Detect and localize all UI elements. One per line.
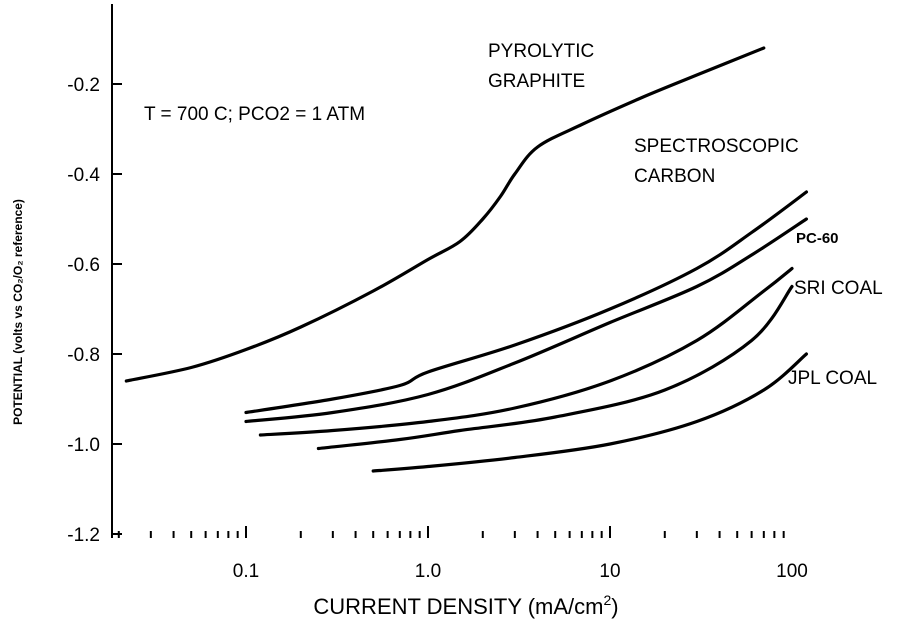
x-tick-label: 100: [776, 561, 808, 582]
conditions-annotation: T = 700 C; PCO2 = 1 ATM: [144, 104, 365, 125]
x-ticks: 0.1 1.0 10 100: [117, 526, 808, 582]
x-tick-label: 10: [599, 561, 620, 582]
curves: [124, 46, 808, 473]
series-line-pc-60: [244, 217, 808, 424]
x-axis-title: CURRENT DENSITY (mA/cm2): [313, 592, 618, 619]
y-tick-label: -1.2: [67, 525, 100, 546]
series-label-spectroscopic-carbon: CARBON: [634, 166, 715, 187]
series-line-jpl-coal: [371, 352, 808, 473]
y-tick-label: -1.0: [67, 435, 100, 456]
y-tick-label: -0.2: [67, 75, 100, 96]
series-line-pyrolytic-graphite: [124, 46, 766, 383]
series-label-pyrolytic-graphite: GRAPHITE: [488, 71, 585, 92]
series-line-sri-coal: [258, 266, 794, 437]
x-tick-label: 1.0: [415, 561, 441, 582]
axes: -0.2 -0.4 -0.6 -0.8 -1.0 -1.2 0.1 1.0 10 100: [67, 4, 808, 582]
y-tick-label: -0.6: [67, 255, 100, 276]
series-label-sri-coal: SRI COAL: [794, 278, 883, 299]
series-label-jpl-coal: JPL COAL: [788, 368, 877, 389]
series-line-unlabeled-5: [316, 284, 794, 451]
series-labels: PYROLYTIC GRAPHITE SPECTROSCOPIC CARBON PC-6…: [488, 41, 883, 389]
y-tick-label: -0.4: [67, 165, 100, 186]
series-label-pyrolytic-graphite: PYROLYTIC: [488, 41, 594, 62]
x-tick-label: 0.1: [233, 561, 259, 582]
series-label-spectroscopic-carbon: SPECTROSCOPIC: [634, 136, 799, 157]
x-axis-title-close: ): [611, 594, 618, 619]
y-axis-title: POTENTIAL (volts vs CO₂/O₂ reference): [11, 199, 25, 425]
y-tick-label: -0.8: [67, 345, 100, 366]
x-axis-title-superscript: 2: [603, 592, 611, 608]
x-axis-title-main: CURRENT DENSITY (mA/cm: [313, 594, 603, 619]
series-label-pc-60: PC-60: [796, 230, 839, 247]
series-line-spectroscopic-carbon: [244, 190, 808, 415]
y-ticks: -0.2 -0.4 -0.6 -0.8 -1.0 -1.2: [67, 75, 122, 546]
